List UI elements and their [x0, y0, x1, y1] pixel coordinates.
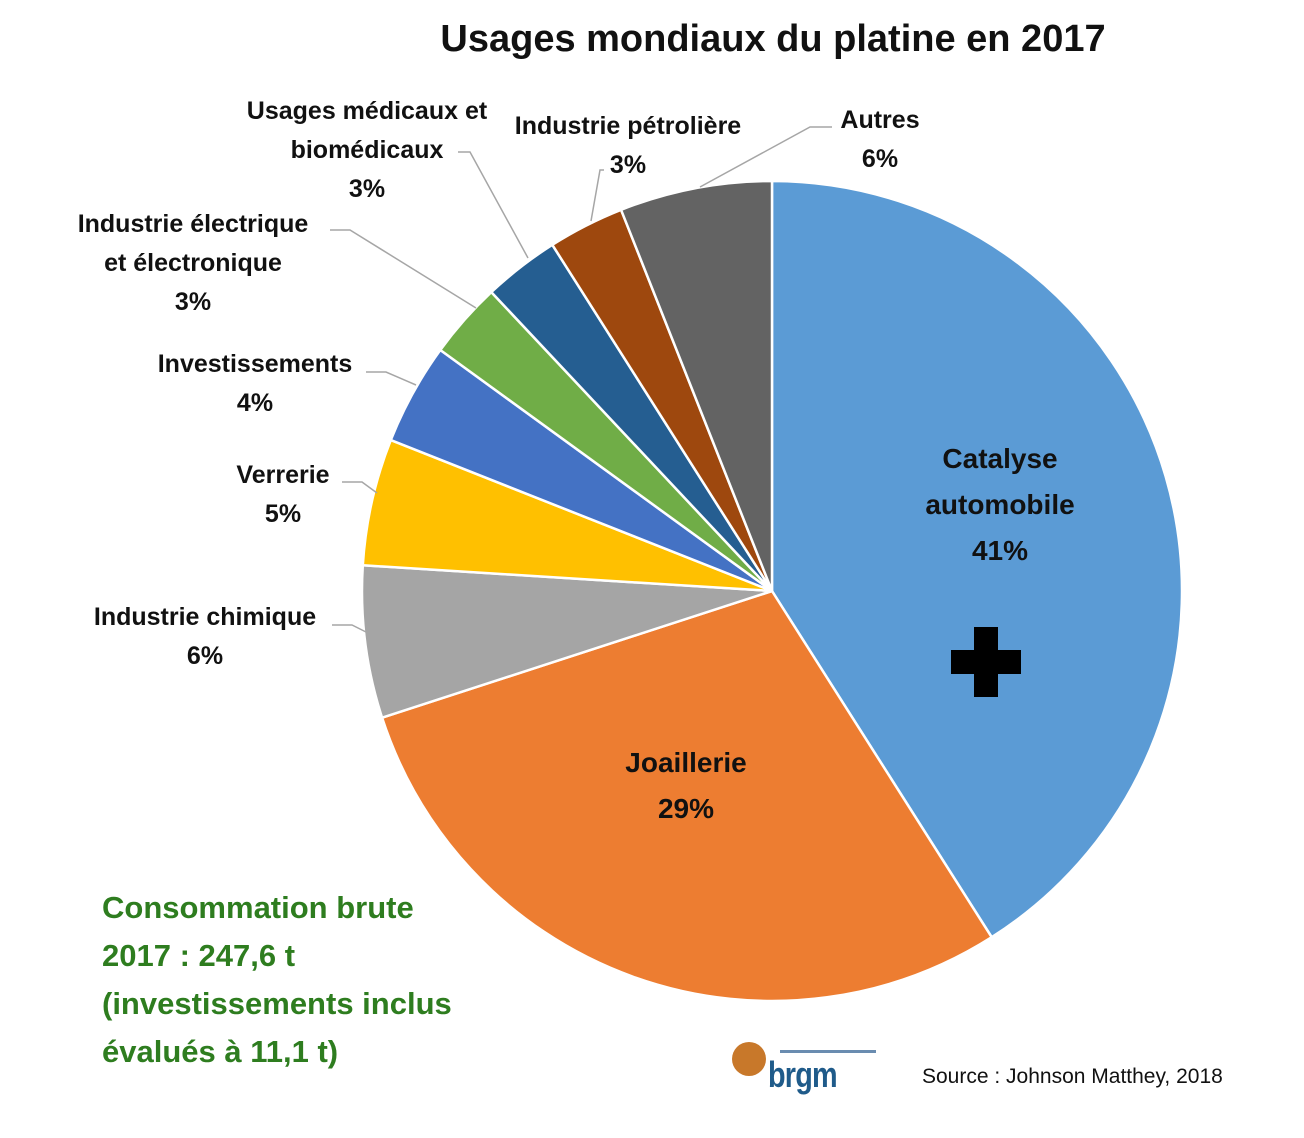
source-text: Source : Johnson Matthey, 2018: [922, 1065, 1223, 1088]
data-label-3: Verrerie 5%: [236, 456, 329, 534]
brgm-logo: brgm: [730, 1040, 880, 1100]
data-label-5: Industrie électrique et électronique 3%: [78, 205, 309, 322]
pie-slice-1: [380, 589, 994, 1003]
data-label-name: Usages médicaux et biomédicaux: [246, 97, 488, 164]
data-label-value: 4%: [236, 389, 274, 417]
leader-line-5: [330, 229, 477, 309]
data-label-8: Autres 6%: [840, 101, 919, 179]
pie-slice-8: [619, 179, 774, 592]
leader-line-7: [590, 169, 604, 222]
data-label-name: Industrie électrique et électronique: [77, 210, 309, 277]
data-label-name: Investissements: [157, 350, 353, 378]
leader-line-4: [366, 371, 417, 386]
data-label-name: Industrie chimique: [93, 603, 317, 631]
data-label-4: Investissements 4%: [158, 345, 353, 423]
leader-line-6: [458, 151, 529, 259]
consumption-note: Consommation brute 2017 : 247,6 t (inves…: [102, 890, 452, 1069]
data-label-name: Autres: [840, 106, 920, 134]
chart-title: Usages mondiaux du platine en 2017: [440, 18, 1106, 60]
data-label-name: Verrerie: [236, 461, 330, 489]
leader-line-2: [332, 624, 367, 633]
data-label-0: Catalyse automobile 41%: [925, 436, 1074, 574]
data-label-value: 5%: [264, 500, 302, 528]
data-label-value: 3%: [348, 175, 386, 203]
move-cross-icon: [951, 627, 1021, 697]
data-label-name: Joaillerie: [625, 747, 747, 778]
leader-line-3: [342, 481, 378, 494]
pie-slice-2: [360, 563, 773, 720]
data-label-6: Usages médicaux et biomédicaux 3%: [247, 92, 487, 209]
data-label-1: Joaillerie 29%: [625, 740, 746, 832]
data-label-value: 6%: [186, 642, 224, 670]
data-label-value: 29%: [657, 793, 715, 824]
logo-disc-icon: [732, 1042, 766, 1076]
leader-line-8: [699, 126, 832, 188]
data-label-value: 41%: [971, 535, 1029, 566]
data-label-value: 6%: [861, 145, 899, 173]
data-label-2: Industrie chimique 6%: [94, 598, 316, 676]
logo-text: brgm: [768, 1054, 838, 1095]
data-label-name: Catalyse automobile: [925, 443, 1075, 520]
logo-tagline: [780, 1050, 876, 1053]
data-label-name: Industrie pétrolière: [514, 112, 742, 140]
pie-slice-0: [770, 179, 1184, 939]
data-label-7: Industrie pétrolière 3%: [515, 107, 741, 185]
data-label-value: 3%: [609, 151, 647, 179]
data-label-value: 3%: [174, 288, 212, 316]
